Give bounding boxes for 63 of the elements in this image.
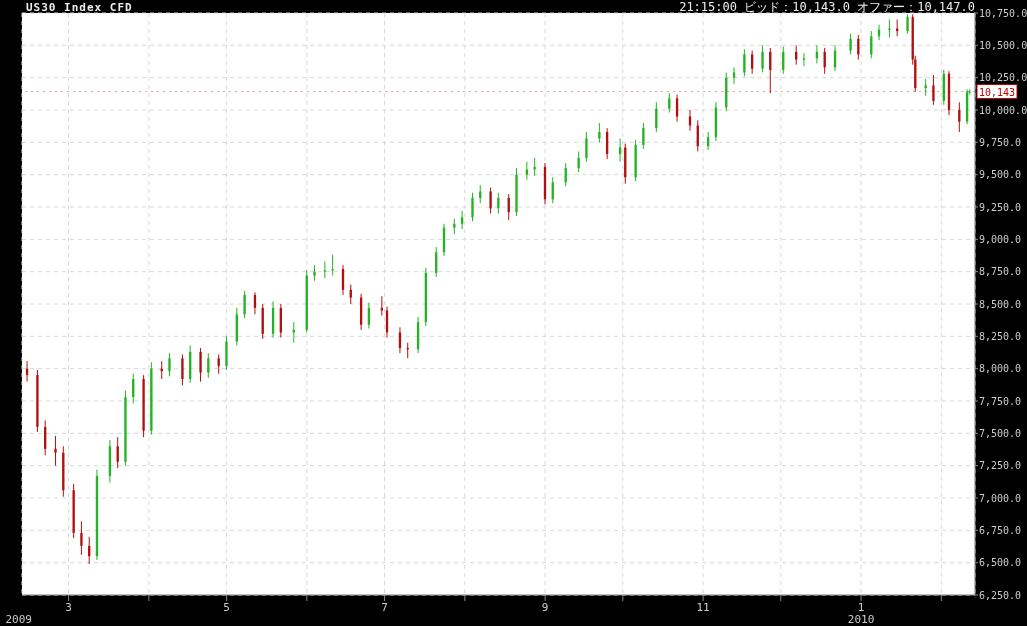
candlestick	[642, 122, 645, 150]
candlestick	[598, 122, 601, 143]
candlestick	[668, 92, 671, 114]
candlestick	[849, 33, 852, 55]
x-tick-label: 11	[696, 600, 710, 614]
y-tick-label: 7,500.0	[979, 427, 1022, 439]
candlestick	[688, 109, 692, 132]
candlestick	[489, 187, 492, 214]
y-tick-label: 10,500.0	[979, 39, 1027, 51]
candlestick	[577, 150, 580, 173]
text: 2010	[847, 613, 875, 626]
candlestick	[906, 13, 909, 35]
chart-subtitle: 21:15:00 ビッド：10,143.0 オファー：10,147.0	[679, 0, 975, 16]
candlestick	[533, 157, 536, 177]
candlestick	[207, 352, 210, 379]
x-tick-label: 5	[223, 600, 230, 614]
candlestick	[80, 520, 83, 556]
candlestick	[525, 161, 529, 181]
candlestick	[585, 131, 588, 163]
chart-title: US30 Index CFD	[26, 1, 133, 14]
y-tick-label: 8,250.0	[979, 330, 1022, 342]
x-tick-label: 1	[857, 600, 865, 614]
ref-line-label: 10,143	[978, 86, 1016, 98]
candlestick	[471, 192, 474, 222]
y-tick-label: 10,250.0	[979, 72, 1027, 84]
candlestick	[743, 48, 746, 77]
x-tick-label: 9	[541, 600, 549, 614]
y-tick-label: 8,500.0	[979, 298, 1022, 310]
x-tick-label: 7	[381, 600, 388, 614]
x-tick-label: 3	[65, 600, 72, 614]
candlestick	[460, 210, 464, 230]
candlestick	[54, 435, 57, 467]
y-tick-label: 8,000.0	[979, 363, 1022, 375]
y-tick-label: 9,750.0	[979, 136, 1022, 148]
y-tick-label: 9,500.0	[979, 169, 1022, 181]
y-tick-label: 7,250.0	[979, 460, 1022, 472]
candlestick	[168, 352, 171, 377]
candlestick	[479, 184, 482, 204]
y-tick-label: 10,000.0	[979, 104, 1027, 116]
candlestick	[802, 52, 806, 67]
candlestick	[655, 101, 658, 133]
candlestick	[888, 18, 891, 39]
candlestick	[932, 74, 935, 106]
candlestick	[497, 192, 500, 214]
y-tick-label: 6,250.0	[979, 589, 1022, 601]
candlestick	[331, 254, 334, 277]
text: 2009	[5, 613, 32, 626]
candlestick	[181, 353, 184, 386]
candlestick	[761, 44, 764, 73]
y-tick-label: 7,000.0	[979, 492, 1022, 504]
y-tick-label: 8,750.0	[979, 266, 1022, 278]
candlestick	[750, 50, 754, 75]
candlestick	[199, 347, 202, 383]
y-tick-label: 6,500.0	[979, 557, 1022, 569]
y-tick-label: 9,000.0	[979, 233, 1022, 245]
y-tick-label: 7,750.0	[979, 395, 1022, 407]
candlestick	[243, 290, 246, 319]
candlestick	[857, 34, 860, 61]
y-tick-label: 6,750.0	[979, 524, 1022, 536]
candlestick	[732, 66, 736, 85]
candlestick	[323, 260, 327, 279]
y-tick-label: 10,750.0	[979, 7, 1027, 19]
y-tick-label: 9,250.0	[979, 201, 1022, 213]
